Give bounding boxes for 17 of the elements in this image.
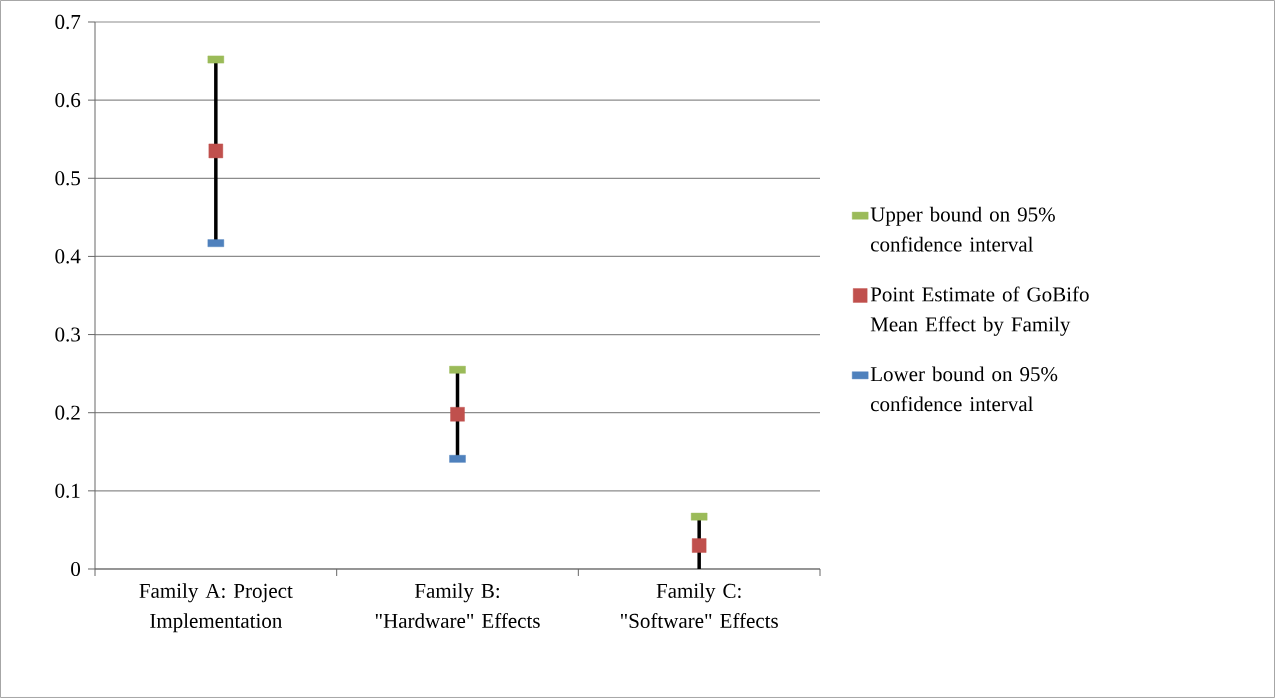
y-tick-label: 0.2 — [55, 405, 80, 420]
legend-label: Point Estimate of GoBifo Mean Effect by Family — [870, 286, 1089, 336]
y-tick-label: 0.4 — [55, 249, 81, 264]
x-tick-label: Family C: "Software" Effects — [620, 583, 778, 628]
y-tick-label: 0.5 — [55, 171, 80, 186]
y-tick-label: 0.6 — [55, 93, 81, 108]
point — [691, 538, 707, 553]
legend-label: Lower bound on 95% confidence interval — [870, 366, 1058, 412]
x-tick-label: Family B: "Hardware" Effects — [375, 583, 540, 628]
legend-label: Upper bound on 95% confidence interval — [870, 206, 1055, 252]
x-tick-label: Family A: Project Implementation — [139, 583, 293, 633]
point — [450, 407, 465, 422]
point — [208, 143, 224, 159]
y-tick-label: 0.3 — [55, 327, 80, 342]
y-tick-label: 0 — [71, 561, 81, 577]
y-tick-label: 0.7 — [55, 14, 81, 30]
y-tick-label: 0.1 — [55, 483, 80, 498]
